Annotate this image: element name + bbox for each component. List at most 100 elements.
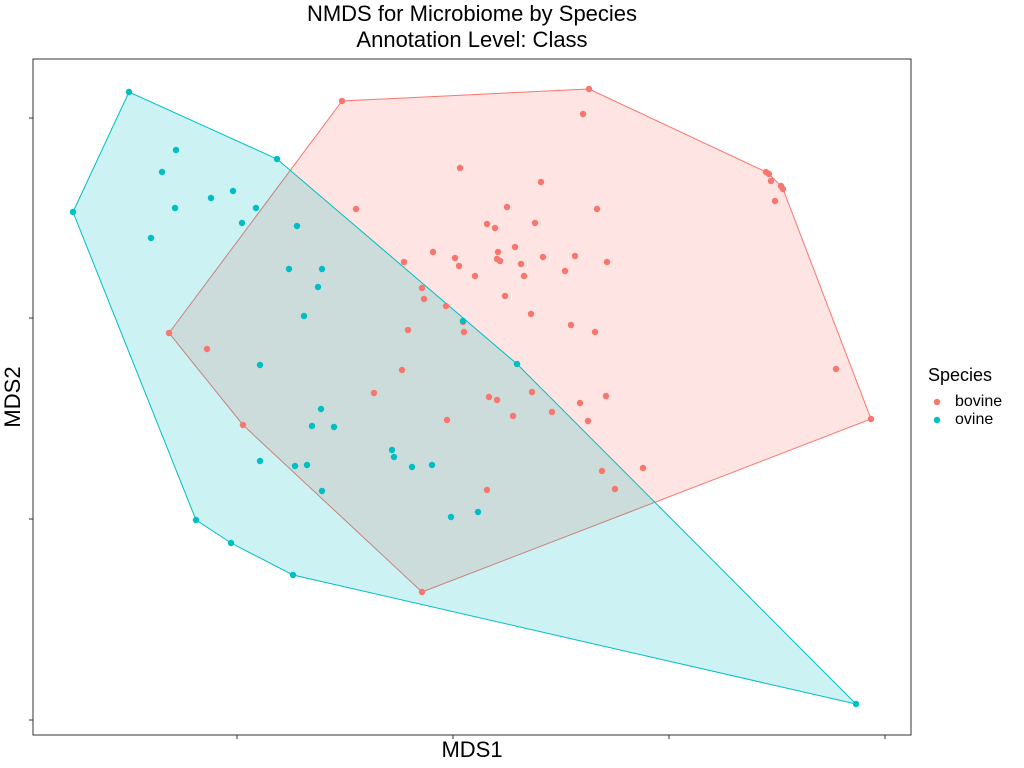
legend-title: Species	[928, 365, 992, 385]
point	[483, 486, 491, 494]
point	[428, 461, 436, 469]
point	[494, 248, 502, 256]
point	[548, 408, 556, 416]
point	[227, 539, 235, 547]
point	[639, 464, 647, 472]
point	[338, 97, 346, 105]
point	[474, 508, 482, 516]
point	[459, 317, 467, 325]
point	[537, 178, 545, 186]
point	[318, 265, 326, 273]
point	[456, 164, 464, 172]
point	[192, 516, 200, 524]
point	[527, 310, 535, 318]
point	[503, 203, 511, 211]
point	[576, 399, 584, 407]
point	[598, 467, 606, 475]
point	[418, 284, 426, 292]
point	[852, 700, 860, 708]
point	[420, 295, 428, 303]
point	[511, 243, 519, 251]
point	[602, 392, 610, 400]
point	[308, 422, 316, 430]
point	[491, 224, 499, 232]
point	[352, 205, 360, 213]
point	[256, 457, 264, 465]
point	[493, 396, 501, 404]
point	[451, 254, 459, 262]
point	[400, 258, 408, 266]
point	[485, 393, 493, 401]
point	[398, 366, 406, 374]
point	[238, 219, 246, 227]
point	[285, 265, 293, 273]
legend-label: ovine	[955, 411, 993, 428]
point	[69, 208, 77, 216]
legend-key	[933, 398, 941, 406]
point	[442, 302, 450, 310]
point	[539, 253, 547, 261]
point	[207, 194, 215, 202]
point	[303, 461, 311, 469]
point	[531, 219, 539, 227]
point	[567, 321, 575, 329]
point	[418, 588, 426, 596]
chart-subtitle: Annotation Level: Class	[356, 27, 587, 52]
y-axis-label: MDS2	[0, 366, 25, 427]
point	[528, 388, 536, 396]
point	[291, 462, 299, 470]
point	[171, 204, 179, 212]
point	[471, 272, 479, 280]
point	[867, 415, 875, 423]
point	[293, 222, 301, 230]
point	[832, 365, 840, 373]
point	[165, 329, 173, 337]
point	[429, 248, 437, 256]
point	[447, 513, 455, 521]
point	[317, 405, 325, 413]
point	[300, 312, 308, 320]
chart-title: NMDS for Microbiome by Species	[307, 1, 637, 26]
point	[370, 389, 378, 397]
point	[147, 234, 155, 242]
point	[460, 328, 468, 336]
point	[509, 412, 517, 420]
point	[520, 272, 528, 280]
point	[517, 260, 525, 268]
point	[172, 146, 180, 154]
point	[256, 361, 264, 369]
point	[203, 345, 211, 353]
point	[501, 292, 509, 300]
legend-label: bovine	[955, 393, 1002, 410]
point	[125, 88, 133, 96]
x-axis-label: MDS1	[441, 737, 502, 762]
point	[483, 220, 491, 228]
point	[584, 417, 592, 425]
point	[767, 177, 775, 185]
point	[603, 258, 611, 266]
point	[239, 421, 247, 429]
point	[404, 326, 412, 334]
point	[390, 453, 398, 461]
point	[496, 257, 504, 265]
point	[318, 487, 326, 495]
point	[273, 155, 281, 163]
point	[443, 416, 451, 424]
point	[765, 170, 773, 178]
point	[513, 360, 521, 368]
point	[611, 485, 619, 493]
point	[579, 110, 587, 118]
point	[779, 185, 787, 193]
point	[593, 205, 601, 213]
point	[330, 423, 338, 431]
point	[561, 267, 569, 275]
point	[408, 463, 416, 471]
point	[289, 571, 297, 579]
point	[388, 446, 396, 454]
point	[585, 85, 593, 93]
point	[314, 283, 322, 291]
point	[771, 197, 779, 205]
point	[252, 204, 260, 212]
point	[229, 187, 237, 195]
point	[158, 168, 166, 176]
